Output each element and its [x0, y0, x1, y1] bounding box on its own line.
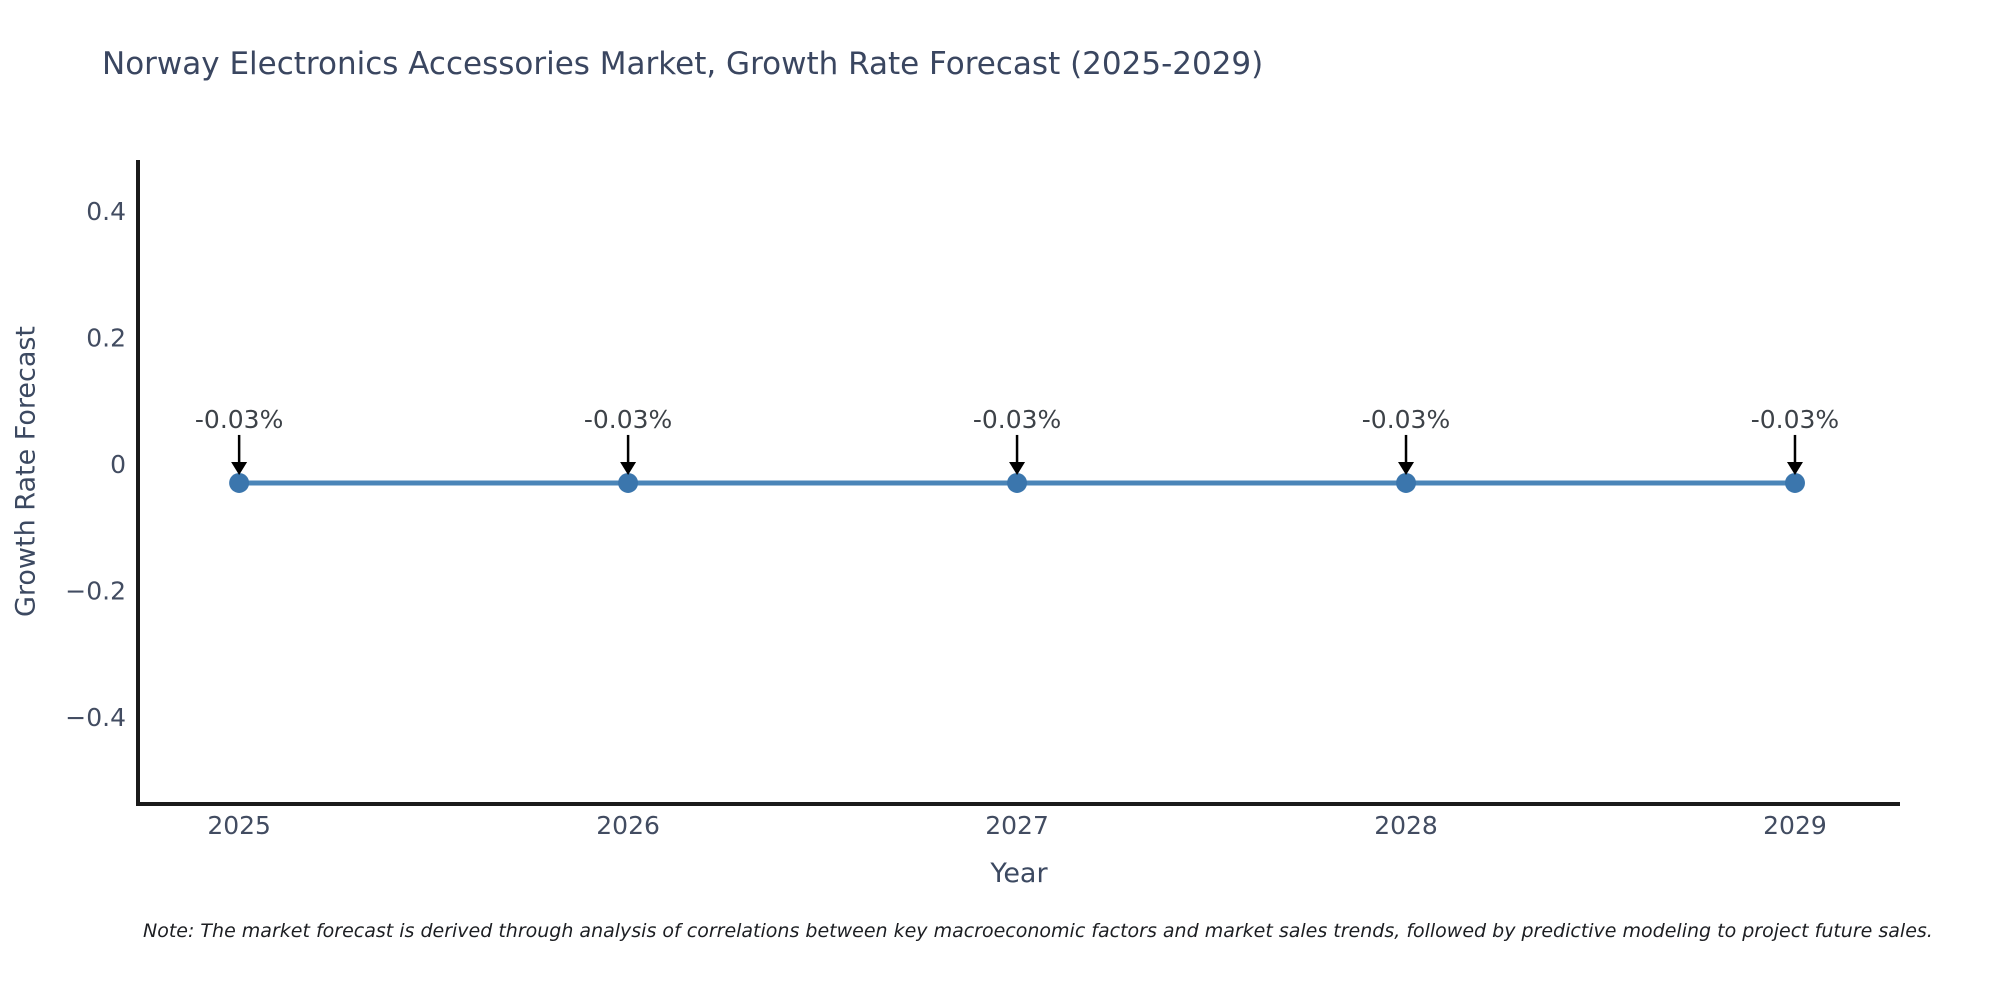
y-tick-label: 0 — [110, 450, 126, 479]
y-tick-label: 0.2 — [86, 324, 126, 353]
y-tick-label: −0.4 — [65, 703, 126, 732]
x-tick-label: 2025 — [207, 811, 271, 840]
data-point-marker — [1007, 472, 1028, 493]
point-annotation: -0.03% — [584, 405, 672, 434]
annotation-arrowhead — [1009, 461, 1026, 475]
y-tick-label: 0.4 — [86, 197, 126, 226]
x-tick-label: 2026 — [596, 811, 660, 840]
point-annotation: -0.03% — [973, 405, 1061, 434]
point-annotation: -0.03% — [1362, 405, 1450, 434]
data-point-marker — [618, 472, 639, 493]
x-tick-label: 2029 — [1763, 811, 1827, 840]
x-axis-title: Year — [990, 858, 1048, 889]
footnote: Note: The market forecast is derived thr… — [143, 920, 1933, 942]
chart-title: Norway Electronics Accessories Market, G… — [102, 46, 1264, 82]
annotation-arrowhead — [1398, 461, 1415, 475]
annotation-arrowhead — [620, 461, 637, 475]
x-tick-label: 2028 — [1374, 811, 1438, 840]
point-annotation: -0.03% — [195, 405, 283, 434]
annotation-arrowhead — [231, 461, 248, 475]
data-point-marker — [1396, 472, 1417, 493]
y-tick-label: −0.2 — [65, 576, 126, 605]
data-point-marker — [229, 472, 250, 493]
point-annotation: -0.03% — [1751, 405, 1839, 434]
annotation-arrowhead — [1786, 461, 1803, 475]
data-point-marker — [1784, 472, 1805, 493]
x-tick-label: 2027 — [985, 811, 1049, 840]
